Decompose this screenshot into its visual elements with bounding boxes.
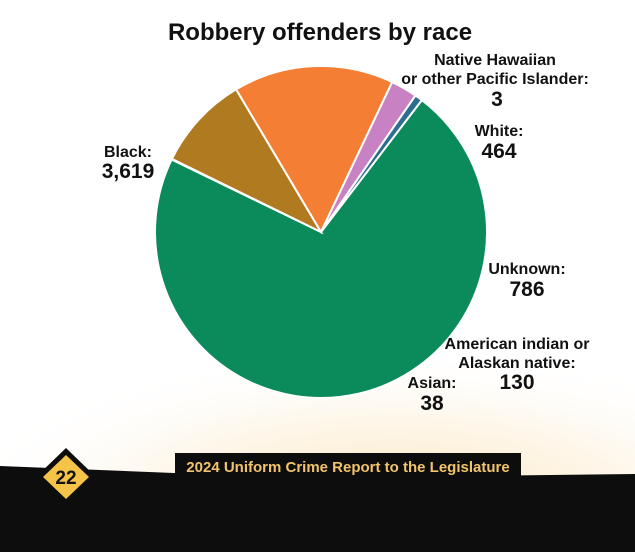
slice-white (170, 87, 324, 235)
page-number-badge: 22 (36, 448, 96, 506)
label-nhpi-line2: or other Pacific Islander: (401, 71, 589, 88)
label-black-value: 3,619 (102, 160, 155, 183)
label-aian-line1: American indian or (445, 336, 590, 353)
page-number: 22 (55, 468, 76, 489)
pie-chart (154, 65, 488, 399)
label-aian-value: 130 (499, 371, 534, 394)
label-black-name: Black: (104, 144, 152, 161)
label-aian-line2: Alaskan native: (458, 355, 575, 372)
label-unknown-name: Unknown: (488, 261, 565, 278)
label-white-value: 464 (481, 140, 516, 163)
footer-report-title: 2024 Uniform Crime Report to the Legisla… (186, 459, 509, 476)
slice-asian (320, 94, 424, 233)
label-nhpi-value: 3 (491, 88, 503, 111)
slice-unknown (234, 65, 394, 235)
chart-title: Robbery offenders by race (168, 19, 472, 46)
footer-band (0, 466, 635, 552)
label-nhpi-line1: Native Hawaiian (434, 52, 556, 69)
label-white-name: White: (475, 123, 524, 140)
label-asian-name: Asian: (408, 375, 457, 392)
footer-title-box (175, 453, 521, 480)
slice-black (154, 98, 488, 399)
label-unknown-value: 786 (509, 278, 544, 301)
label-asian-value: 38 (420, 392, 444, 415)
